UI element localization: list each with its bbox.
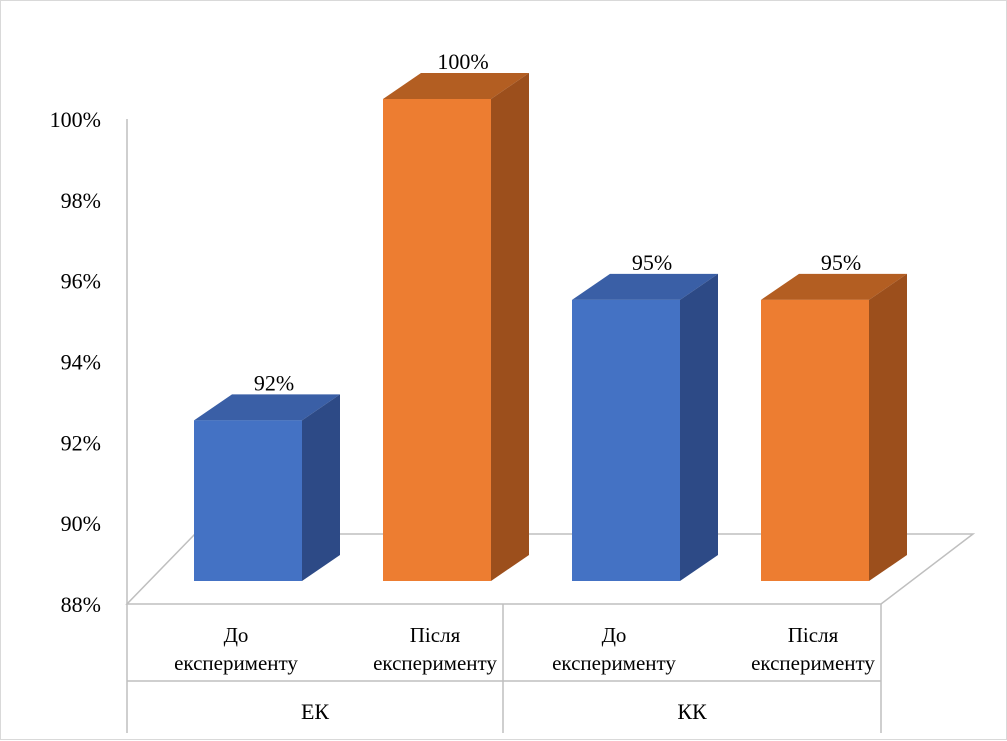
category-label: Після (410, 623, 461, 647)
data-label: 95% (632, 250, 672, 275)
data-label: 100% (437, 49, 488, 74)
y-tick-label: 98% (61, 188, 101, 213)
bar-side-face (491, 73, 529, 581)
bar-top-face (572, 273, 718, 300)
category-label: До (224, 623, 249, 647)
bar-side-face (302, 394, 340, 581)
y-tick-label: 90% (61, 511, 101, 536)
category-label: Після (788, 623, 839, 647)
group-label: ЕК (301, 699, 329, 724)
y-tick-label: 94% (61, 350, 101, 375)
bar (572, 299, 680, 581)
y-tick-label: 88% (61, 592, 101, 617)
bar-top-face (194, 394, 340, 421)
y-tick-label: 92% (61, 430, 101, 455)
bar-side-face (869, 273, 907, 581)
category-label: експерименту (751, 651, 875, 675)
bar-top-face (761, 273, 907, 300)
category-label: експерименту (174, 651, 298, 675)
y-tick-label: 100% (50, 107, 101, 132)
chart-floor (125, 533, 976, 605)
bar (194, 420, 302, 581)
category-label: До (602, 623, 627, 647)
bar (761, 299, 869, 581)
category-label: експерименту (552, 651, 676, 675)
data-label: 92% (254, 370, 294, 395)
category-label: експерименту (373, 651, 497, 675)
bar-top-face (383, 73, 529, 99)
bar-side-face (680, 273, 718, 581)
data-label: 95% (821, 250, 861, 275)
group-label: КК (677, 699, 707, 724)
bar (383, 99, 491, 581)
y-tick-label: 96% (61, 269, 101, 294)
